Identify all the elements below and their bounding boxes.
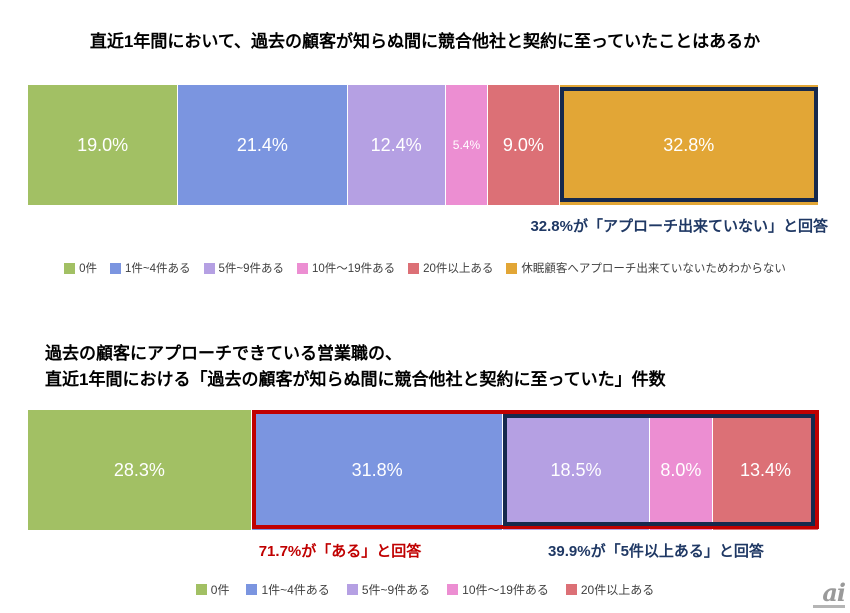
legend-item: 10件～19件ある — [447, 581, 549, 598]
chart2-legend: 0件 1件~4件ある 5件~9件ある 10件～19件ある 20件以上ある — [0, 581, 850, 598]
bar-segment-5: 9.0% — [488, 85, 560, 205]
segment-value-label: 28.3% — [113, 459, 165, 480]
segment-value-label: 19.0% — [77, 134, 129, 155]
legend-item: 1件~4件ある — [109, 260, 191, 276]
legend-label: 10件～19件ある — [462, 583, 549, 597]
segment-value-label: 21.4% — [236, 134, 288, 155]
bar-segment-5: 13.4% — [712, 410, 819, 530]
legend-label: 休眠顧客へアプローチ出来ていないためわからない — [521, 263, 786, 275]
legend-item: 休眠顧客へアプローチ出来ていないためわからない — [506, 260, 786, 276]
bar-segment-3: 18.5% — [503, 410, 650, 530]
chart1-legend: 0件 1件~4件ある 5件~9件ある 10件～19件ある 20件以上ある 休眠顧客へアプロ… — [0, 260, 850, 276]
bar-segment-1: 28.3% — [28, 410, 252, 530]
bar-segment-4: 5.4% — [445, 85, 489, 205]
legend-swatch — [346, 584, 358, 595]
bar-segment-2: 31.8% — [251, 410, 504, 530]
legend-label: 20件以上ある — [580, 583, 655, 597]
legend-item: 0件 — [64, 260, 97, 276]
legend-swatch — [195, 584, 207, 595]
segment-value-label: 8.0% — [660, 459, 702, 480]
ai-logo: ai — [807, 578, 846, 608]
legend-label: 1件~4件ある — [261, 583, 330, 597]
chart2-title-line2: 直近1年間における「過去の顧客が知らぬ間に競合他社と契約に至っていた」件数 — [45, 370, 666, 389]
legend-label: 20件以上ある — [423, 263, 494, 275]
legend-item: 10件～19件ある — [297, 260, 395, 276]
legend-item: 5件~9件ある — [203, 260, 285, 276]
segment-value-label: 12.4% — [370, 134, 422, 155]
chart2-annotation-red: 71.7%が「ある」と回答 — [258, 543, 422, 560]
bar-segment-4: 8.0% — [649, 410, 713, 530]
chart1-stacked-bar: 19.0% 21.4% 12.4% 5.4% 9.0% 32.8% — [28, 85, 819, 205]
bar-segment-2: 21.4% — [178, 85, 348, 205]
legend-item: 0件 — [195, 581, 230, 598]
legend-label: 0件 — [79, 263, 97, 275]
legend-swatch — [408, 262, 420, 274]
legend-label: 0件 — [210, 583, 230, 597]
segment-value-label: 32.8% — [663, 134, 715, 155]
bar-segment-1: 19.0% — [28, 85, 179, 205]
legend-swatch — [109, 262, 121, 274]
legend-item: 5件~9件ある — [346, 581, 431, 598]
legend-label: 5件~9件ある — [361, 583, 431, 597]
bar-segment-3: 12.4% — [347, 85, 446, 205]
chart1-annotation: 32.8%が「アプローチ出来ていない」と回答 — [530, 218, 828, 235]
legend-swatch — [506, 262, 518, 274]
legend-label: 10件～19件ある — [312, 263, 396, 275]
segment-value-label: 5.4% — [452, 138, 481, 152]
segment-value-label: 9.0% — [502, 134, 544, 155]
chart2-stacked-bar: 28.3% 31.8% 18.5% 8.0% 13.4% — [28, 410, 819, 530]
chart1-title: 直近1年間において、過去の顧客が知らぬ間に競合他社と契約に至っていたことはあるか — [89, 32, 761, 51]
legend-label: 1件~4件ある — [124, 263, 191, 275]
legend-swatch — [203, 262, 215, 274]
ai-logo-text: ai — [822, 578, 846, 607]
chart2-title: 過去の顧客にアプローチできている営業職の、 直近1年間における「過去の顧客が知ら… — [45, 341, 666, 393]
legend-swatch — [297, 262, 309, 274]
legend-swatch — [246, 584, 258, 595]
legend-label: 5件~9件ある — [218, 263, 285, 275]
ai-logo-subtext-bar — [813, 605, 845, 608]
legend-item: 20件以上ある — [408, 260, 493, 276]
legend-swatch — [565, 584, 577, 595]
bar-segment-6: 32.8% — [559, 85, 819, 205]
segment-value-label: 13.4% — [739, 459, 791, 480]
chart2-title-line1: 過去の顧客にアプローチできている営業職の、 — [45, 344, 402, 363]
legend-swatch — [447, 584, 459, 595]
legend-item: 20件以上ある — [565, 581, 655, 598]
segment-value-label: 31.8% — [351, 459, 403, 480]
chart2-annotation-navy: 39.9%が「5件以上ある」と回答 — [548, 543, 764, 560]
segment-value-label: 18.5% — [550, 459, 602, 480]
legend-item: 1件~4件ある — [246, 581, 330, 598]
legend-swatch — [64, 262, 76, 274]
